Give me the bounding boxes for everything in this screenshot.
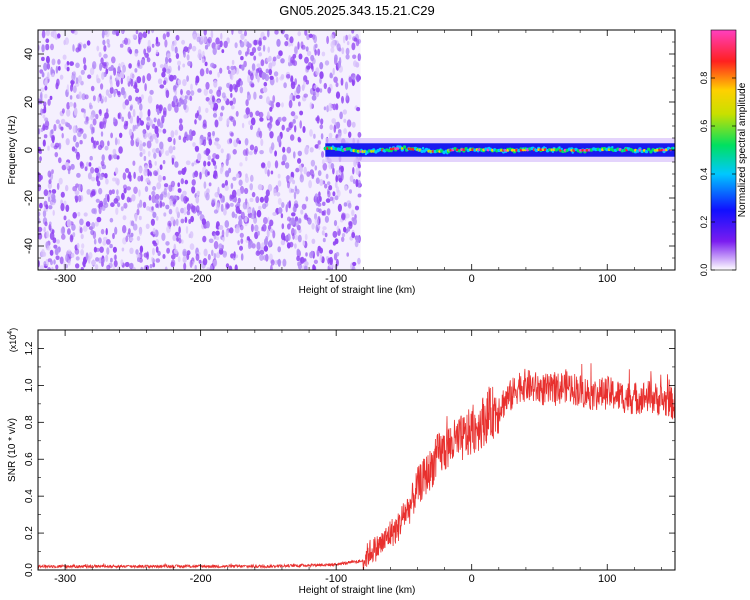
- noise-speckle: [38, 30, 362, 270]
- snr-y-tick-label: 0.6: [24, 452, 35, 466]
- snr-y-tick-label: 0.4: [24, 489, 35, 503]
- spectrogram-x-tick-label: -100: [325, 273, 347, 285]
- snr-x-axis-label: Height of straight line (km): [299, 585, 416, 596]
- snr-x-tick-label: -300: [54, 573, 76, 585]
- colorbar-tick-label: 0.6: [699, 120, 709, 133]
- snr-scale-label: (x104): [7, 328, 18, 352]
- spectrogram-x-tick-label: 0: [469, 273, 475, 285]
- spectrogram-x-tick-label: -300: [54, 273, 76, 285]
- colorbar: 0.0 0.2 0.4 0.6 0.8 Normalized spectral ampl…: [699, 29, 748, 277]
- colorbar-tick-label: 0.0: [699, 264, 709, 277]
- snr-y-tick-label: 0.8: [24, 415, 35, 429]
- spectrogram-y-tick-label: -40: [23, 238, 35, 254]
- signal-band: [323, 138, 675, 162]
- spectrogram-y-tick-label: 20: [23, 96, 35, 108]
- spectrogram-y-tick-label: 40: [23, 48, 35, 60]
- snr-x-tick-label: -200: [190, 573, 212, 585]
- spectrogram-x-tick-label: -200: [190, 273, 212, 285]
- snr-scale-exponent: 4: [7, 331, 14, 335]
- spectrogram-y-tick-label: -20: [23, 190, 35, 206]
- spectrogram-plot-area: [38, 30, 675, 270]
- colorbar-ticks: 0.0 0.2 0.4 0.6 0.8: [699, 72, 736, 277]
- snr-x-tick-label: 0: [469, 573, 475, 585]
- snr-x-tick-label: 100: [598, 573, 616, 585]
- snr-panel: -300 -200 -100 0 100 0.0 0.2 0.4 0.6 0.8 1.0 1.2 He…: [7, 328, 676, 596]
- snr-axes: -300 -200 -100 0 100 0.0 0.2 0.4 0.6 0.8 1.0 1.2: [24, 329, 675, 585]
- colorbar-tick-label: 0.8: [699, 72, 709, 85]
- colorbar-tick-label: 0.2: [699, 216, 709, 229]
- spectrogram-y-axis-label: Frequency (Hz): [7, 116, 18, 185]
- snr-y-tick-label: 0.2: [24, 526, 35, 540]
- snr-line: [38, 363, 675, 570]
- colorbar-label: Normalized spectral amplitude: [737, 82, 748, 217]
- snr-plot-area: [38, 363, 675, 570]
- chart-title: GN05.2025.343.15.21.C29: [279, 3, 434, 18]
- snr-y-tick-label: 0.0: [24, 563, 35, 577]
- snr-x-tick-label: -100: [325, 573, 347, 585]
- spectrogram-x-tick-label: 100: [598, 273, 616, 285]
- spectrogram-y-tick-label: 0: [23, 147, 35, 153]
- snr-y-tick-label: 1.2: [24, 341, 35, 355]
- snr-y-tick-label: 1.0: [24, 378, 35, 392]
- colorbar-gradient: [710, 29, 737, 271]
- spectrogram-x-axis-label: Height of straight line (km): [299, 285, 416, 296]
- snr-y-axis-label: SNR (10 * v/v): [7, 418, 18, 482]
- colorbar-tick-label: 0.4: [699, 168, 709, 181]
- snr-frame: [37, 329, 676, 571]
